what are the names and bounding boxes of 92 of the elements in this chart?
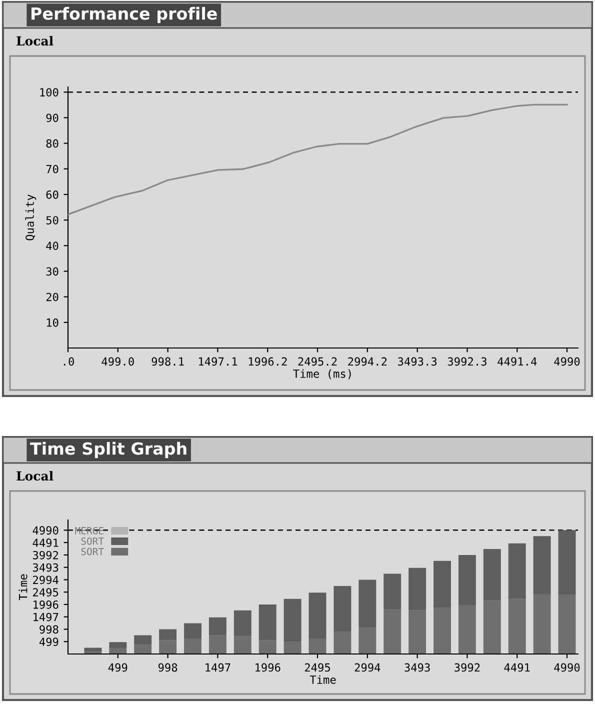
- x-tick-label: 3992.3: [448, 357, 486, 366]
- legend-label: SORT: [81, 537, 104, 545]
- chart-title: Time Split Graph: [30, 442, 186, 458]
- line-series: [68, 104, 568, 216]
- x-tick-label: 3493.3: [398, 357, 437, 366]
- y-tick-label: 40: [46, 242, 58, 250]
- bar: [483, 548, 501, 600]
- bar: [84, 648, 102, 652]
- x-tick-label: 4491: [504, 663, 530, 672]
- y-tick-label: 60: [46, 190, 58, 199]
- y-axis-title: Time: [18, 574, 28, 600]
- bar: [308, 592, 326, 638]
- bar: [234, 610, 252, 636]
- y-tick-label: 1996: [34, 600, 58, 609]
- x-tick-label: 499.0: [102, 357, 134, 366]
- y-tick-label: 499: [39, 638, 58, 646]
- legend-label: SORT: [81, 548, 104, 556]
- bar: [508, 543, 526, 599]
- bar: [483, 600, 501, 654]
- x-tick-label: 1996: [256, 663, 280, 672]
- x-tick-label: .0: [64, 357, 74, 366]
- y-tick-label: 3992: [32, 550, 58, 560]
- bar: [159, 629, 177, 640]
- bar: [458, 605, 476, 654]
- y-tick-label: 1497: [34, 612, 58, 622]
- chart-title: Performance profile: [32, 6, 217, 24]
- bar: [384, 609, 402, 654]
- x-tick-label: 2994: [354, 663, 380, 672]
- bar: [159, 640, 177, 654]
- x-axis-title: Time: [310, 675, 336, 684]
- y-tick-label: 2994: [33, 576, 58, 584]
- x-tick-label: 3992: [454, 663, 480, 672]
- bar: [533, 594, 551, 654]
- y-tick-label: 2495: [33, 588, 58, 596]
- y-tick-label: 80: [46, 139, 58, 148]
- legend-label: MERGE: [75, 527, 104, 534]
- y-tick-label: 50: [46, 216, 58, 224]
- bar: [434, 560, 451, 608]
- x-tick-label: 2994.2: [348, 357, 387, 366]
- bar: [184, 638, 202, 654]
- y-tick-label: 4491: [32, 538, 58, 547]
- x-tick-label: 998.1: [152, 357, 184, 366]
- bar: [258, 604, 276, 640]
- x-tick-label: 1996.2: [248, 357, 287, 366]
- bar: [258, 640, 276, 654]
- y-tick-label: 30: [46, 267, 58, 276]
- bar: [134, 635, 152, 645]
- x-tick-label: 4990: [554, 357, 580, 366]
- bar: [208, 635, 226, 654]
- y-tick-label: 10: [46, 318, 58, 327]
- x-tick-label: 4491.4: [498, 357, 537, 366]
- bar: [284, 642, 302, 654]
- bar: [558, 594, 576, 654]
- bar: [308, 638, 326, 654]
- x-tick-label: 1497.1: [198, 357, 238, 366]
- bar: [184, 623, 202, 638]
- y-tick-label: 998: [40, 625, 58, 634]
- chart-subtitle: Local: [16, 470, 54, 481]
- y-tick-label: 20: [46, 292, 58, 302]
- x-tick-label: 1497: [206, 663, 230, 672]
- bar: [408, 568, 426, 610]
- bar: [558, 530, 576, 594]
- y-tick-label: 3493: [32, 563, 58, 572]
- bar: [134, 644, 152, 654]
- chart-subtitle: Local: [16, 36, 54, 46]
- bar: [508, 598, 526, 654]
- x-tick-label: 3493: [404, 663, 430, 672]
- x-tick-label: 2495: [304, 663, 330, 672]
- bar: [284, 598, 302, 642]
- y-tick-label: 100: [40, 88, 58, 97]
- bar: [334, 586, 352, 632]
- y-axis-title: Quality: [25, 194, 36, 240]
- bar: [109, 648, 127, 654]
- bar: [358, 580, 376, 627]
- y-tick-label: 4990: [32, 526, 58, 535]
- bar: [109, 642, 127, 648]
- bar: [533, 536, 551, 594]
- bar: [334, 632, 352, 654]
- bar: [358, 626, 376, 654]
- y-tick-label: 70: [46, 164, 58, 174]
- bar: [208, 617, 226, 636]
- bar: [408, 610, 426, 654]
- bar: [458, 554, 476, 606]
- x-tick-label: 2495.2: [298, 357, 337, 366]
- bar: [434, 608, 451, 654]
- bar: [384, 574, 402, 610]
- y-tick-label: 90: [46, 114, 58, 122]
- x-tick-label: 998: [158, 663, 178, 672]
- bar: [234, 636, 252, 654]
- x-tick-label: 499: [108, 663, 128, 672]
- x-axis-title: Time (ms): [293, 369, 351, 380]
- x-tick-label: 4990: [554, 663, 580, 672]
